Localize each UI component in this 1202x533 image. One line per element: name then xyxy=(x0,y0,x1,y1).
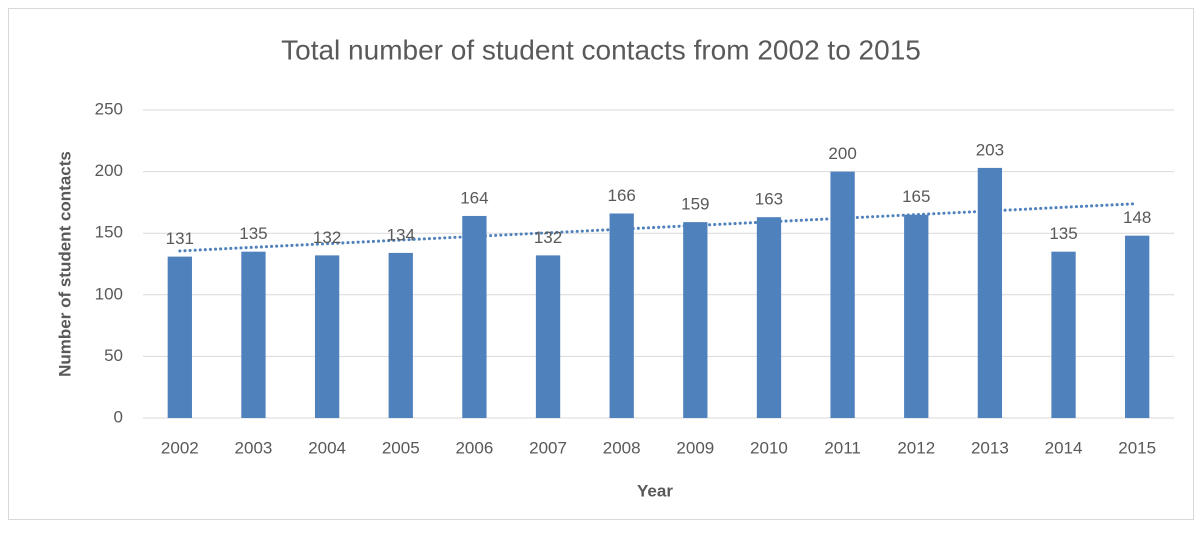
y-tick-label: 100 xyxy=(95,284,123,303)
data-label: 203 xyxy=(976,140,1004,159)
y-tick-label: 200 xyxy=(95,161,123,180)
data-label: 132 xyxy=(534,228,562,247)
data-label: 131 xyxy=(166,229,194,248)
x-tick-label: 2002 xyxy=(161,438,199,457)
data-label: 132 xyxy=(313,228,341,247)
bar xyxy=(977,167,1003,418)
bar xyxy=(462,215,487,418)
x-tick-label: 2007 xyxy=(529,438,567,457)
x-tick-label: 2013 xyxy=(971,438,1009,457)
x-tick-label: 2014 xyxy=(1045,438,1083,457)
x-tick-label: 2003 xyxy=(235,438,273,457)
y-tick-label: 250 xyxy=(95,99,123,118)
data-label: 200 xyxy=(828,144,856,163)
data-label: 159 xyxy=(681,195,709,214)
data-label: 135 xyxy=(1049,224,1077,243)
x-tick-label: 2009 xyxy=(676,438,714,457)
bar xyxy=(609,213,634,418)
bar xyxy=(1051,251,1076,418)
bar xyxy=(388,252,413,418)
x-axis-title: Year xyxy=(637,481,673,500)
y-tick-label: 150 xyxy=(95,223,123,242)
bar xyxy=(904,214,929,418)
y-axis-title: Number of student contacts xyxy=(55,151,74,377)
bar xyxy=(535,255,561,418)
x-tick-label: 2008 xyxy=(603,438,641,457)
data-label: 134 xyxy=(387,225,415,244)
x-tick-label: 2012 xyxy=(897,438,935,457)
bar xyxy=(241,251,266,418)
x-tick-label: 2010 xyxy=(750,438,788,457)
y-tick-label: 0 xyxy=(114,407,123,426)
x-tick-label: 2015 xyxy=(1118,438,1156,457)
data-label: 164 xyxy=(460,188,488,207)
data-label: 165 xyxy=(902,187,930,206)
data-label: 166 xyxy=(607,186,635,205)
bar xyxy=(756,217,782,418)
bar xyxy=(1125,235,1150,418)
bar xyxy=(167,256,192,418)
chart-title: Total number of student contacts from 20… xyxy=(281,34,921,65)
data-label: 163 xyxy=(755,190,783,209)
x-tick-label: 2006 xyxy=(455,438,493,457)
y-tick-label: 50 xyxy=(104,346,123,365)
x-tick-label: 2011 xyxy=(824,438,861,457)
bar xyxy=(683,222,708,418)
bar xyxy=(830,171,855,418)
x-tick-label: 2004 xyxy=(308,438,346,457)
bar xyxy=(314,255,340,418)
data-label: 148 xyxy=(1123,208,1151,227)
trendline xyxy=(178,202,1139,253)
x-tick-label: 2005 xyxy=(382,438,420,457)
data-label: 135 xyxy=(239,224,267,243)
